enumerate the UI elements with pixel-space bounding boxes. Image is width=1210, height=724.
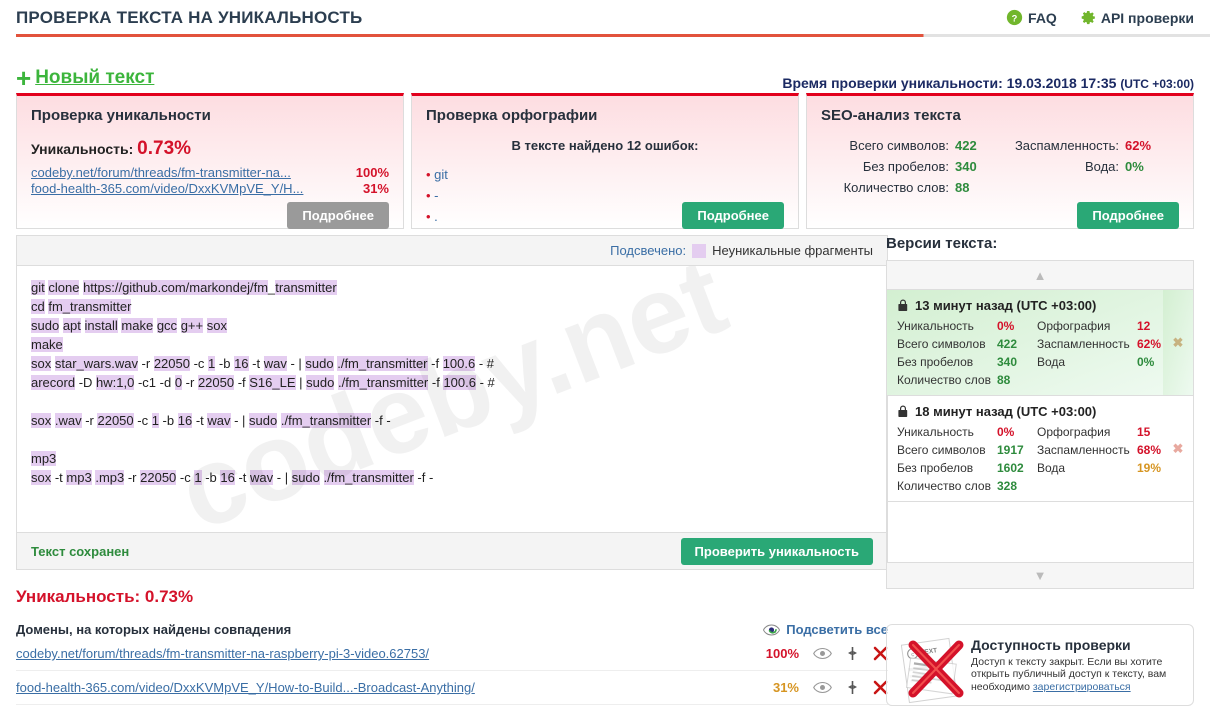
svg-text:?: ? [1012,13,1018,23]
